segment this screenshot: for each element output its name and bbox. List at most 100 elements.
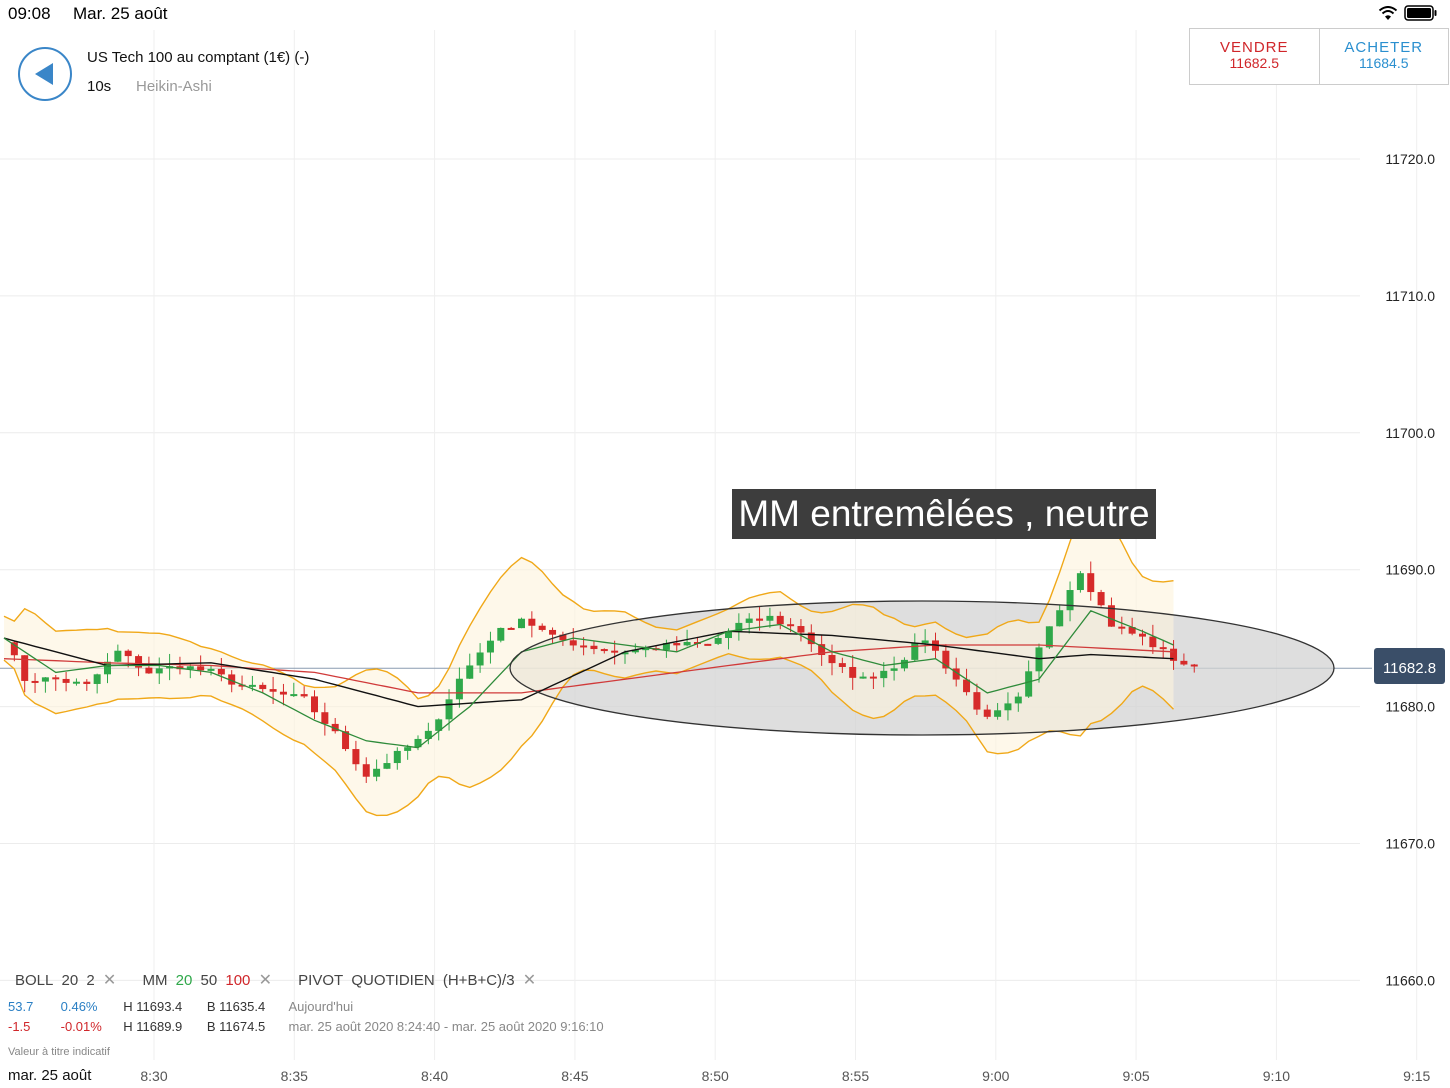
candle-body (1045, 626, 1053, 648)
stats-row-period: -1.5 -0.01% H 11689.9 B 11674.5 mar. 25 … (8, 1019, 604, 1034)
candle-body (776, 615, 784, 625)
candle-body (10, 642, 18, 656)
candle-body (342, 731, 350, 750)
change-value: 53.7 (8, 999, 34, 1014)
candle-body (145, 667, 153, 674)
change-value: -1.5 (8, 1019, 31, 1034)
mm-label[interactable]: MM (142, 972, 168, 989)
candle-body (1066, 590, 1074, 611)
bollinger-fill (4, 497, 1174, 816)
sell-button[interactable]: VENDRE 11682.5 (1190, 29, 1319, 84)
current-price-tag: 11682.8 (1374, 648, 1445, 684)
candle-body (869, 676, 877, 679)
candle-body (745, 618, 753, 623)
moving-averages (3, 610, 1174, 749)
annotation-label: MM entremêlées , neutre (732, 489, 1156, 539)
status-date: Mar. 25 août (73, 4, 168, 23)
candle-body (828, 655, 836, 664)
chart-style-selector[interactable]: Heikin-Ashi (136, 78, 212, 95)
candle-body (1076, 573, 1084, 591)
bollinger-upper (3, 496, 1174, 700)
candle-body (217, 668, 225, 675)
candle-body (311, 696, 318, 713)
candle-body (83, 681, 91, 684)
candle-body (559, 634, 567, 641)
candle-body (528, 618, 536, 626)
candle-body (393, 750, 401, 764)
candle-body (1149, 636, 1157, 648)
candle-body (93, 674, 101, 684)
low-value: B 11674.5 (206, 1019, 266, 1034)
candle-body (1139, 633, 1146, 637)
pivot-period: QUOTIDIEN (351, 972, 435, 989)
mm-mid: 50 (200, 972, 218, 989)
pivot-label[interactable]: PIVOT (298, 972, 344, 989)
ma50-line (3, 630, 1174, 708)
candle-body (373, 768, 381, 777)
candle-body (890, 668, 898, 671)
candle-body (735, 622, 743, 632)
candle-body (797, 626, 805, 633)
candle-body (942, 650, 950, 669)
buy-label: ACHETER (1344, 39, 1424, 56)
boll-label[interactable]: BOLL (15, 972, 54, 989)
candle-body (135, 656, 143, 668)
pivot-formula: (H+B+C)/3 (442, 972, 515, 989)
candle-body (259, 684, 267, 690)
candle-body (507, 627, 515, 630)
buy-button[interactable]: ACHETER 11684.5 (1318, 29, 1449, 84)
candle-body (725, 631, 732, 639)
change-percent: 0.46% (60, 999, 98, 1014)
candle-body (238, 684, 246, 687)
candle-body (1170, 648, 1178, 661)
y-tick-label: 11710.0 (1385, 288, 1435, 304)
y-axis: 11720.0 11710.0 11700.0 11690.0 11680.0 11670… (1385, 151, 1435, 988)
candle-body (290, 694, 298, 697)
candle-body (921, 640, 929, 644)
mm-fast: 20 (175, 972, 193, 989)
candle-body (186, 666, 194, 670)
candle-body (1118, 626, 1126, 629)
status-bar: 09:08 Mar. 25 août (0, 0, 1450, 30)
candle-body (362, 764, 370, 777)
candle-body (580, 645, 588, 648)
range-label: Aujourd'hui (288, 999, 354, 1014)
x-tick-label: 9:10 (1263, 1068, 1290, 1084)
candle-body (383, 763, 391, 769)
candle-body (435, 719, 443, 731)
ma20-line (3, 610, 1174, 749)
candle-body (714, 638, 722, 644)
candle-body (859, 676, 867, 679)
disclaimer: Valeur à titre indicatif (8, 1046, 110, 1058)
back-button[interactable] (18, 47, 72, 101)
candle-body (621, 652, 629, 655)
candle-body (1190, 664, 1198, 667)
candle-body (114, 650, 122, 662)
candle-body (518, 618, 525, 629)
boll-dev: 2 (86, 972, 95, 989)
remove-mm-icon[interactable]: ✕ (258, 972, 272, 989)
back-arrow-icon (35, 63, 53, 85)
remove-pivot-icon[interactable]: ✕ (522, 972, 537, 989)
remove-boll-icon[interactable]: ✕ (102, 972, 117, 989)
candle-body (497, 627, 505, 641)
candle-body (197, 666, 205, 671)
candle-body (455, 678, 463, 700)
candle-body (662, 643, 670, 650)
x-tick-label: 8:55 (842, 1068, 869, 1084)
candle-body (900, 659, 908, 669)
stats-row-today: 53.7 0.46% H 11693.4 B 11635.4 Aujourd'h… (8, 999, 353, 1014)
candle-body (994, 710, 1002, 717)
candle-body (414, 738, 422, 748)
candle-body (1004, 703, 1012, 711)
ma100-line (3, 644, 1174, 694)
candle-body (611, 650, 619, 653)
date-label: mar. 25 août (8, 1067, 92, 1084)
candle-body (62, 678, 70, 683)
candle-body (756, 618, 764, 621)
interval-selector[interactable]: 10s (87, 78, 112, 95)
y-tick-label: 11700.0 (1385, 425, 1435, 441)
candle-body (352, 749, 360, 765)
instrument-title[interactable]: US Tech 100 au comptant (1€) (-) (87, 49, 310, 66)
